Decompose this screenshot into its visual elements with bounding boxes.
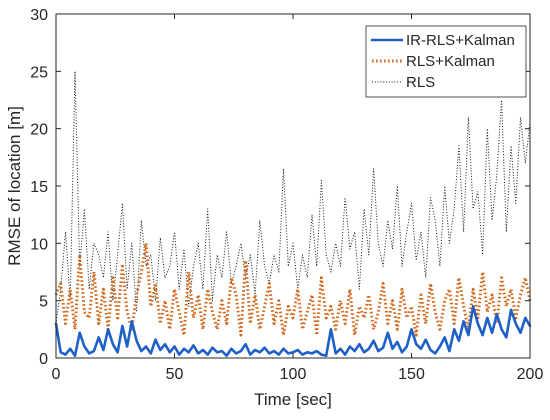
y-tick-label: 15 — [30, 179, 48, 196]
y-axis-label: RMSE of location [m] — [5, 106, 24, 266]
y-tick-label: 0 — [39, 351, 48, 368]
y-tick-label: 25 — [30, 64, 48, 81]
x-tick-label: 100 — [280, 366, 307, 383]
legend: IR-RLS+Kalman RLS+Kalman RLS — [365, 25, 527, 98]
y-tick-label: 10 — [30, 236, 48, 253]
y-tick-label: 5 — [39, 294, 48, 311]
legend-label: RLS — [406, 74, 435, 91]
y-tick-label: 20 — [30, 122, 48, 139]
series-line-rls-kalman — [54, 241, 532, 337]
x-tick-label: 50 — [166, 366, 184, 383]
x-tick-label: 200 — [517, 366, 544, 383]
legend-label: RLS+Kalman — [406, 53, 495, 70]
x-tick-label: 150 — [398, 366, 425, 383]
series-layer — [54, 70, 532, 358]
axes-layer: 0 50 100 150 200 0 5 10 15 20 25 30 — [30, 7, 543, 383]
legend-label: IR-RLS+Kalman — [406, 32, 515, 49]
series-line-ir-rls-kalman — [54, 305, 532, 358]
x-tick-label: 0 — [52, 366, 61, 383]
y-tick-label: 30 — [30, 7, 48, 24]
series-line-rls — [55, 70, 531, 324]
x-axis-label: Time [sec] — [254, 390, 332, 409]
